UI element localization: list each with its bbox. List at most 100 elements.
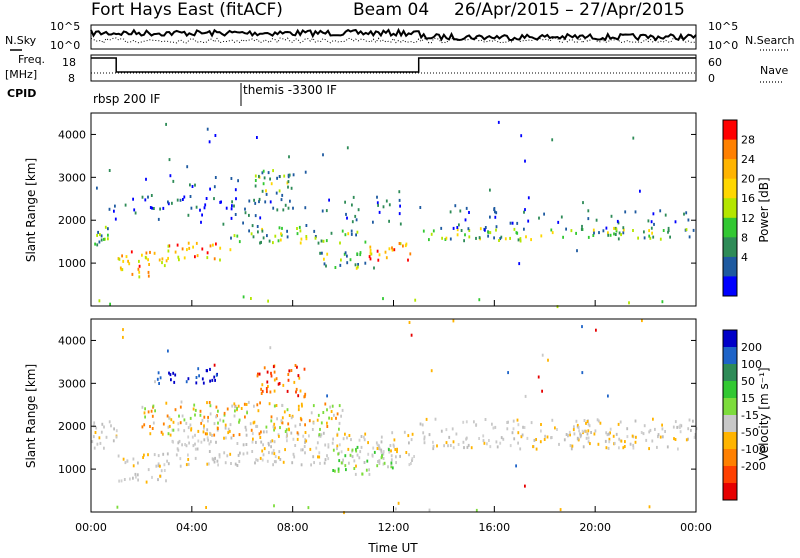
pixel-mark [114,217,117,221]
pixel-mark [256,458,259,462]
pixel-mark [592,228,595,232]
pixel-mark [395,455,397,459]
pixel-mark [176,198,179,202]
pixel-mark [304,206,307,210]
pixel-mark [650,226,653,230]
pixel-mark [226,407,229,411]
pixel-mark [336,447,338,451]
pixel-mark [199,208,201,212]
pixel-mark [356,453,359,457]
pixel-mark [200,220,202,224]
pixel-mark [107,227,109,231]
pixel-mark [649,236,652,240]
pixel-mark [456,226,459,229]
pixel-mark [257,230,259,234]
pixel-mark [209,404,212,408]
pixel-mark [330,417,333,421]
pixel-mark [352,195,355,199]
pixel-mark [580,433,582,437]
pixel-mark [326,252,329,256]
pixel-mark [256,225,259,228]
title-beam: Beam 04 [353,0,429,20]
pixel-mark [253,198,255,202]
colorbar-swatch [723,256,737,277]
pixel-mark [376,195,378,199]
pixel-mark [338,421,341,425]
pixel-mark [265,430,268,434]
pixel-mark [299,389,302,393]
pixel-mark [354,263,357,267]
pixel-mark [320,239,323,243]
power-colorbar: 28 24 20 16 12 8 4 [722,119,755,297]
pixel-mark [154,380,156,384]
pixel-mark [179,464,182,468]
pixel-mark [163,463,166,467]
pixel-mark [345,468,347,472]
pixel-mark [262,169,265,173]
pixel-mark [213,363,216,367]
pixel-mark [607,231,609,235]
pixel-mark [497,120,500,124]
pixel-mark [524,159,526,163]
pixel-mark [265,387,268,390]
pixel-mark [234,213,237,216]
pixel-mark [209,431,211,435]
pixel-mark [613,226,615,230]
pixel-mark [273,404,276,408]
pixel-mark [449,210,452,214]
pixel-mark [605,446,608,450]
pixel-mark [134,211,137,215]
pixel-mark [283,174,286,178]
pixel-mark [407,434,410,438]
pixel-mark [664,430,666,433]
pixel-mark [669,235,671,239]
pixel-mark [179,457,182,461]
pixel-mark [452,440,455,444]
pixel-mark [262,443,264,447]
pixel-mark [333,413,335,417]
pixel-mark [273,504,275,508]
pixel-mark [120,268,123,272]
pixel-mark [286,229,288,233]
pixel-mark [667,226,670,230]
pixel-mark [182,198,184,201]
pixel-mark [288,173,291,177]
colorbar-swatch [723,364,737,382]
pixel-mark [626,435,629,439]
pixel-mark [393,248,396,252]
pixel-mark [515,231,518,235]
pixel-mark [359,253,362,257]
pixel-mark [185,463,188,467]
pixel-mark [320,433,323,437]
pixel-mark [157,217,160,221]
pixel-mark [177,422,180,426]
pixel-mark [612,434,615,438]
pixel-mark [634,210,637,214]
pixel-mark [295,387,298,391]
pixel-mark [222,419,225,423]
pixel-mark [679,423,682,427]
pixel-mark [214,456,216,460]
pixel-mark [260,430,262,434]
pixel-mark [187,377,190,381]
colorbar-tick-label: -15 [741,409,759,422]
pixel-mark [266,380,269,384]
pixel-mark [395,461,397,465]
pixel-mark [391,466,394,470]
pixel-mark [331,441,334,445]
pixel-mark [583,429,586,433]
pixel-mark [169,174,172,178]
pixel-mark [432,440,434,444]
colorbar-swatch [723,330,737,348]
pixel-mark [445,236,448,240]
pixel-mark [581,429,584,433]
pixel-mark [273,440,276,444]
nsky-trace [90,27,697,42]
colorbar-tick-label: -100 [741,443,766,456]
pixel-mark [169,433,172,437]
pixel-mark [105,435,108,439]
pixel-mark [126,459,129,463]
pixel-mark [174,408,177,412]
pixel-mark [167,249,170,253]
